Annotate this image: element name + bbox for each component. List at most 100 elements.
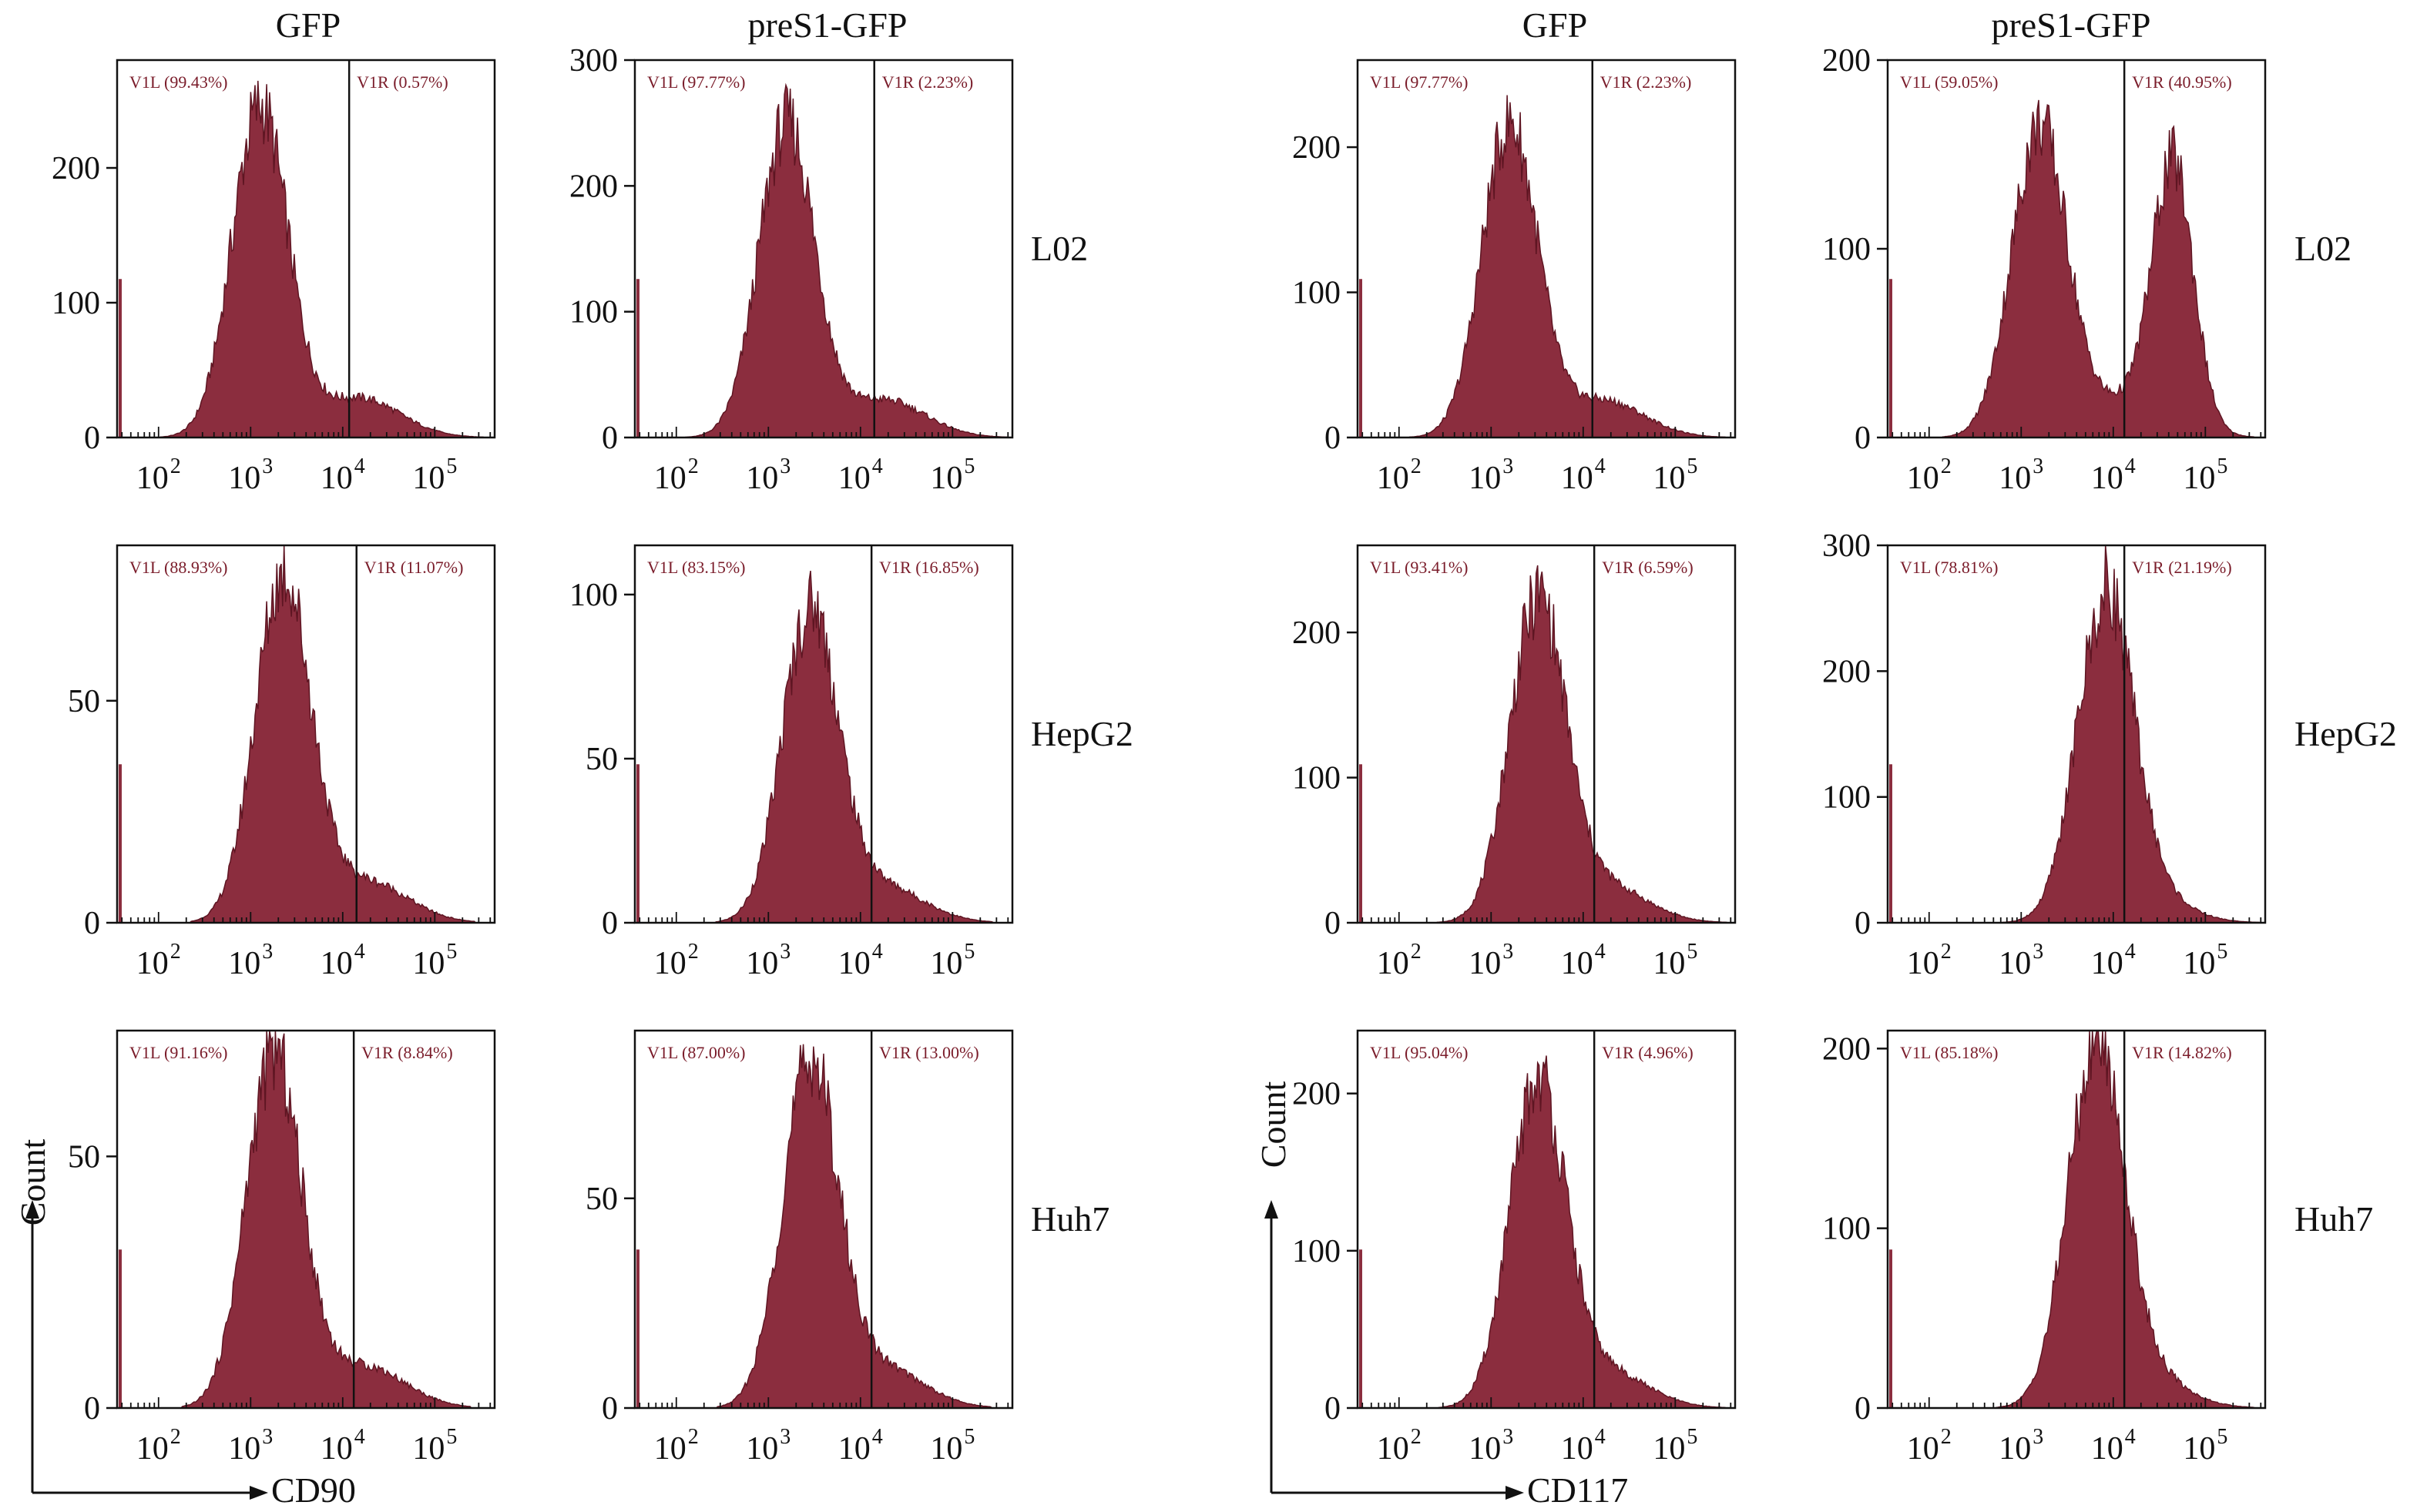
x-tick-exponent: 5 bbox=[446, 454, 457, 478]
x-axis-label-cd117: CD117 bbox=[1527, 1470, 1628, 1510]
y-tick-label: 0 bbox=[1855, 906, 1871, 941]
axis-arrows-cd90: Count CD90 bbox=[13, 1139, 356, 1510]
y-tick-label: 200 bbox=[1292, 1077, 1341, 1112]
row-label-hepg2-right: HepG2 bbox=[2294, 714, 2397, 753]
column-title-pres1-cd90: preS1-GFP bbox=[747, 5, 907, 45]
x-tick-exponent: 2 bbox=[688, 1425, 699, 1449]
y-tick-label: 200 bbox=[1822, 43, 1871, 79]
gate-label-v1l: V1L (88.93%) bbox=[129, 558, 228, 577]
x-tick-label: 10 bbox=[838, 461, 871, 496]
gate-label-v1l: V1L (99.43%) bbox=[129, 72, 228, 92]
x-tick-exponent: 4 bbox=[872, 1425, 883, 1449]
x-tick-label: 10 bbox=[321, 461, 353, 496]
x-tick-label: 10 bbox=[1469, 1431, 1501, 1467]
x-tick-label: 10 bbox=[654, 461, 686, 496]
x-tick-exponent: 3 bbox=[780, 454, 791, 478]
x-tick-label: 10 bbox=[2091, 1431, 2123, 1467]
row-label-huh7-right: Huh7 bbox=[2294, 1199, 2373, 1239]
x-tick-label: 10 bbox=[1377, 1431, 1409, 1467]
x-tick-label: 10 bbox=[228, 461, 260, 496]
y-tick-label: 300 bbox=[569, 43, 618, 79]
y-tick-label: 0 bbox=[84, 1391, 100, 1427]
x-tick-label: 10 bbox=[321, 946, 353, 981]
x-tick-label: 10 bbox=[838, 1431, 871, 1467]
x-tick-exponent: 3 bbox=[780, 1425, 791, 1449]
gate-label-v1r: V1R (4.96%) bbox=[1602, 1043, 1694, 1062]
y-tick-label: 0 bbox=[1855, 421, 1871, 456]
y-axis-label-count-cd117: Count bbox=[1254, 1081, 1293, 1168]
x-tick-label: 10 bbox=[930, 946, 962, 981]
x-tick-exponent: 3 bbox=[780, 940, 791, 964]
x-tick-exponent: 5 bbox=[446, 1425, 457, 1449]
y-tick-label: 50 bbox=[586, 1182, 618, 1217]
x-tick-exponent: 5 bbox=[964, 1425, 975, 1449]
row-label-l02-right: L02 bbox=[2294, 229, 2351, 268]
x-tick-exponent: 2 bbox=[688, 454, 699, 478]
y-tick-label: 200 bbox=[52, 151, 100, 186]
gate-label-v1r: V1R (0.57%) bbox=[357, 72, 448, 92]
row-label-l02-left: L02 bbox=[1031, 229, 1088, 268]
x-tick-exponent: 2 bbox=[170, 454, 181, 478]
x-tick-exponent: 5 bbox=[446, 940, 457, 964]
y-tick-label: 0 bbox=[1324, 421, 1341, 456]
x-tick-label: 10 bbox=[1469, 461, 1501, 496]
x-tick-exponent: 4 bbox=[2125, 1425, 2136, 1449]
x-tick-exponent: 2 bbox=[1941, 1425, 1952, 1449]
y-tick-label: 200 bbox=[1292, 130, 1341, 166]
x-tick-exponent: 3 bbox=[2033, 454, 2043, 478]
y-tick-label: 0 bbox=[1855, 1391, 1871, 1427]
x-tick-exponent: 5 bbox=[1687, 454, 1697, 478]
y-tick-label: 200 bbox=[1292, 615, 1341, 651]
x-tick-label: 10 bbox=[2183, 1431, 2215, 1467]
x-tick-label: 10 bbox=[1653, 1431, 1685, 1467]
histogram-series bbox=[1358, 565, 1735, 924]
x-tick-label: 10 bbox=[930, 461, 962, 496]
row-label-hepg2-left: HepG2 bbox=[1031, 714, 1133, 753]
histogram-series bbox=[117, 1030, 495, 1409]
x-tick-label: 10 bbox=[746, 946, 778, 981]
y-tick-label: 50 bbox=[586, 742, 618, 777]
x-tick-exponent: 3 bbox=[2033, 1425, 2043, 1449]
x-tick-label: 10 bbox=[654, 946, 686, 981]
x-tick-exponent: 2 bbox=[1941, 454, 1952, 478]
x-tick-label: 10 bbox=[2183, 946, 2215, 981]
y-tick-label: 300 bbox=[1822, 528, 1871, 564]
y-tick-label: 50 bbox=[68, 684, 100, 719]
x-tick-label: 10 bbox=[136, 946, 169, 981]
y-tick-label: 0 bbox=[84, 906, 100, 941]
gate-label-v1r: V1R (21.19%) bbox=[2132, 558, 2232, 577]
x-tick-exponent: 3 bbox=[2033, 940, 2043, 964]
y-tick-label: 100 bbox=[1292, 276, 1341, 311]
x-tick-exponent: 5 bbox=[2217, 1425, 2227, 1449]
x-tick-label: 10 bbox=[746, 461, 778, 496]
x-tick-exponent: 2 bbox=[1411, 454, 1422, 478]
gate-label-v1r: V1R (8.84%) bbox=[361, 1043, 453, 1062]
gate-label-v1r: V1R (2.23%) bbox=[882, 72, 974, 92]
x-tick-exponent: 5 bbox=[964, 454, 975, 478]
y-tick-label: 200 bbox=[1822, 654, 1871, 689]
y-tick-label: 100 bbox=[1822, 1212, 1871, 1247]
x-tick-label: 10 bbox=[1653, 946, 1685, 981]
x-tick-exponent: 4 bbox=[354, 454, 365, 478]
histogram-series bbox=[635, 82, 1012, 438]
x-axis-label-cd90: CD90 bbox=[271, 1470, 356, 1510]
x-tick-label: 10 bbox=[321, 1431, 353, 1467]
x-tick-label: 10 bbox=[1907, 461, 1939, 496]
gate-label-v1r: V1R (11.07%) bbox=[364, 558, 464, 577]
x-tick-label: 10 bbox=[1561, 1431, 1593, 1467]
y-tick-label: 0 bbox=[84, 421, 100, 456]
gate-label-v1l: V1L (83.15%) bbox=[647, 558, 746, 577]
x-tick-exponent: 4 bbox=[2125, 940, 2136, 964]
x-tick-label: 10 bbox=[412, 946, 445, 981]
x-arrowhead-cd117 bbox=[1506, 1486, 1524, 1500]
histogram-series bbox=[1888, 99, 2265, 438]
